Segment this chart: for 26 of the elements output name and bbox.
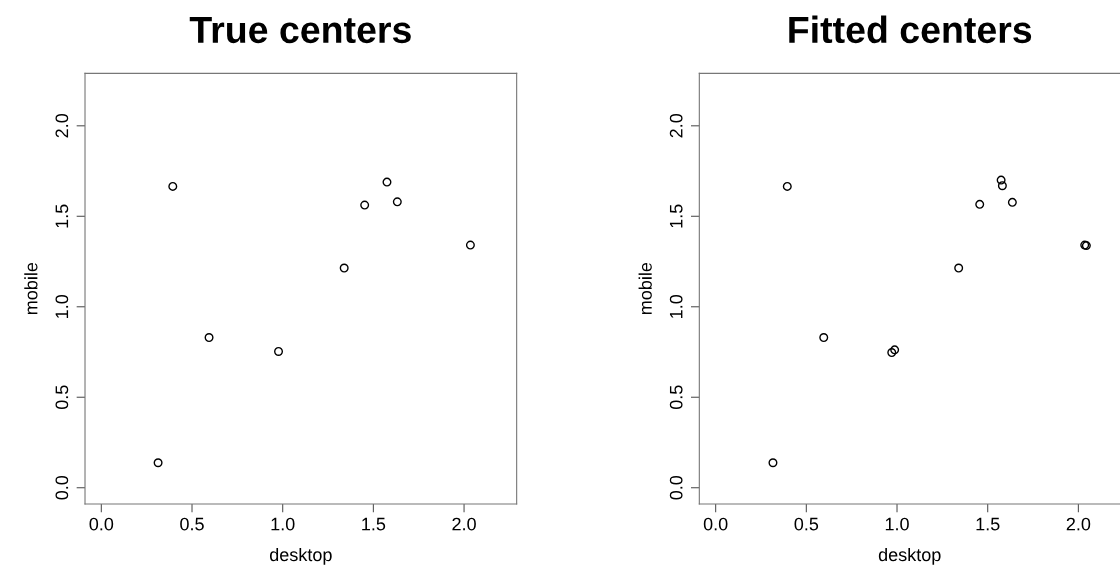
y-tick-label: 0.0 <box>669 475 683 500</box>
y-tick-label: 2.0 <box>55 113 69 138</box>
x-tick-label: 1.0 <box>885 517 909 531</box>
y-axis-title: mobile <box>24 262 38 315</box>
x-tick-label: 2.0 <box>452 517 476 531</box>
y-tick-label: 1.5 <box>669 204 683 228</box>
y-tick-label: 1.0 <box>55 294 69 318</box>
chart-title: True centers <box>189 16 411 44</box>
y-tick-label: 0.0 <box>55 475 69 500</box>
y-tick-label: 1.5 <box>55 204 69 228</box>
y-tick-label: 2.0 <box>669 113 683 138</box>
x-tick-label: 1.5 <box>976 517 1000 531</box>
x-tick-label: 0.0 <box>89 517 114 531</box>
chart-title: Fitted centers <box>789 15 1032 44</box>
x-tick-label: 1.5 <box>362 517 386 531</box>
x-tick-label: 0.5 <box>794 517 819 531</box>
x-axis-title: desktop <box>269 547 332 565</box>
y-axis-title: mobile <box>638 262 652 315</box>
x-tick-label: 2.0 <box>1066 517 1091 531</box>
x-tick-label: 0.5 <box>180 517 204 531</box>
y-tick-label: 0.5 <box>669 385 683 410</box>
y-tick-label: 1.0 <box>669 294 683 318</box>
x-tick-label: 1.0 <box>271 517 295 531</box>
x-tick-label: 0.0 <box>703 517 728 531</box>
x-axis-title: desktop <box>878 547 941 565</box>
y-tick-label: 0.5 <box>55 385 69 410</box>
